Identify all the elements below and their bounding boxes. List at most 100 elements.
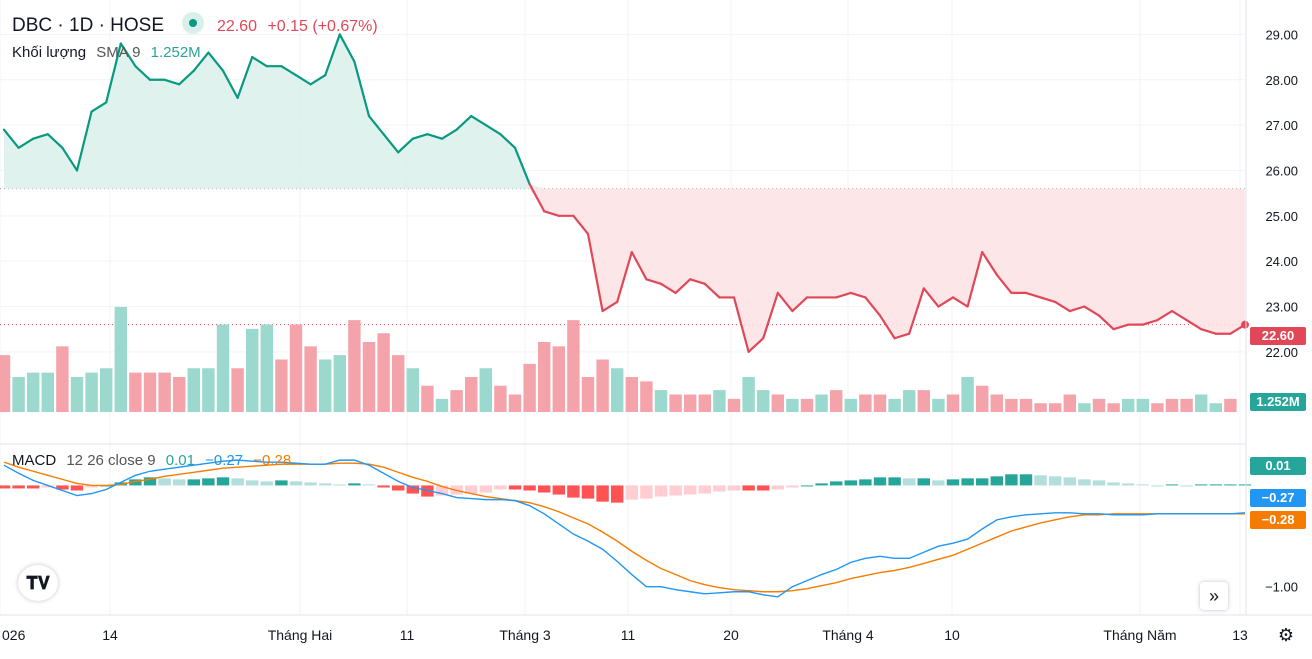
- volume-bar: [202, 368, 215, 412]
- macd-hist-bar: [1194, 484, 1208, 486]
- volume-bar: [391, 355, 405, 412]
- macd-hist-bar: [158, 478, 171, 486]
- price-segment: [499, 133, 517, 149]
- price-tag: 22.60: [1250, 327, 1306, 345]
- macd-hist-bar: [946, 479, 960, 486]
- volume-bar: [508, 394, 522, 412]
- market-status-dot-icon: [182, 12, 205, 34]
- volume-legend[interactable]: Khối lượng SMA 9 1.252M: [12, 44, 207, 61]
- price-segment: [426, 133, 444, 140]
- price-segment: [616, 250, 633, 304]
- gear-icon[interactable]: ⚙: [1277, 625, 1295, 645]
- volume-bar: [902, 390, 916, 412]
- volume-bar: [917, 390, 931, 412]
- volume-bar: [1092, 398, 1106, 412]
- volume-bar: [129, 372, 142, 412]
- price-segment: [864, 296, 882, 317]
- price-segment: [586, 232, 604, 313]
- macd-hist-bar: [844, 480, 858, 486]
- volume-bar: [727, 398, 741, 412]
- x-tick-label: 13: [1232, 627, 1248, 643]
- price-segment: [674, 278, 692, 295]
- macd-hist-bar: [917, 478, 931, 486]
- volume-bar: [187, 368, 201, 412]
- macd-hist-bar: [289, 481, 303, 486]
- price-segment: [75, 110, 93, 172]
- volume-bar: [888, 398, 901, 412]
- volume-bar: [1078, 403, 1091, 412]
- volume-bar: [946, 394, 960, 412]
- macd-hist-bar: [494, 485, 507, 490]
- volume-bar: [669, 394, 682, 412]
- macd-hist-bar: [1019, 474, 1033, 486]
- price-segment: [703, 282, 721, 299]
- volume-bar: [494, 385, 507, 412]
- macd-hist-bar: [187, 479, 201, 486]
- price-segment: [1068, 305, 1086, 313]
- volume-bar: [231, 368, 244, 412]
- price-segment: [981, 250, 998, 276]
- macd-hist-bar: [85, 485, 98, 488]
- macd-hist-bar: [260, 481, 274, 486]
- macd-legend[interactable]: MACD 12 26 close 9 0.01 −0.27 −0.28: [12, 452, 297, 469]
- x-tick-label: 14: [102, 627, 118, 643]
- price-segment: [192, 51, 210, 72]
- volume-bar: [625, 377, 639, 412]
- volume-bar: [552, 346, 566, 412]
- macd-hist-value: 0.01: [165, 452, 195, 469]
- price-segment: [762, 291, 779, 340]
- macd-hist-bar: [1136, 484, 1150, 486]
- volume-bar: [859, 394, 872, 412]
- volume-bar: [1151, 403, 1164, 412]
- price-segment: [1156, 309, 1174, 322]
- price-tick-label: 28.00: [1265, 73, 1298, 88]
- macd-hist-bar: [1048, 476, 1062, 486]
- area-above-baseline: [4, 34, 1245, 189]
- volume-bar: [537, 342, 551, 412]
- volume-bar: [26, 372, 40, 412]
- price-areas: [4, 34, 1245, 352]
- volume-bar: [1121, 398, 1135, 412]
- price-segment: [309, 74, 327, 86]
- macd-hist-bar: [669, 485, 682, 496]
- macd-hist-bar: [1165, 484, 1179, 486]
- macd-name: MACD: [12, 452, 57, 469]
- macd-hist-bar: [1151, 485, 1164, 487]
- volume-bar: [990, 394, 1004, 412]
- volume-bar: [99, 368, 113, 412]
- price-segment: [630, 250, 648, 281]
- macd-hist-bar: [26, 485, 40, 489]
- volume-bar: [786, 398, 799, 412]
- price-segment: [951, 296, 969, 308]
- price-segment: [178, 69, 195, 86]
- volume-bar: [289, 324, 303, 412]
- price-tick-label: 25.00: [1265, 209, 1298, 224]
- price-segment: [207, 51, 225, 72]
- symbol-title[interactable]: DBC · 1D · HOSE: [12, 15, 165, 36]
- price-segment: [367, 114, 385, 136]
- volume-bar: [567, 320, 580, 412]
- macd-hist-bar: [596, 485, 609, 502]
- price-segment: [747, 337, 765, 353]
- price-segment: [659, 282, 677, 295]
- macd-hist-bar: [873, 477, 887, 486]
- price-segment: [1170, 309, 1188, 322]
- scroll-to-realtime-button[interactable]: »: [1200, 582, 1228, 610]
- last-price: 22.60: [216, 18, 257, 35]
- price-segment: [411, 133, 429, 140]
- tradingview-logo-icon[interactable]: 𝐓𝐕: [18, 565, 58, 601]
- volume-bar: [304, 346, 317, 412]
- price-segment: [849, 291, 867, 299]
- volume-bar: [158, 372, 171, 412]
- macd-hist-tag: 0.01: [1250, 457, 1306, 475]
- macd-hist-bar: [756, 485, 770, 491]
- macd-hist-bar: [1224, 484, 1237, 486]
- price-segment: [294, 74, 312, 86]
- volume-bar: [479, 368, 493, 412]
- macd-lines: [3, 459, 1246, 598]
- volume-label: Khối lượng: [12, 44, 87, 61]
- price-segment: [134, 65, 152, 81]
- x-tick-label: Tháng Năm: [1103, 627, 1176, 643]
